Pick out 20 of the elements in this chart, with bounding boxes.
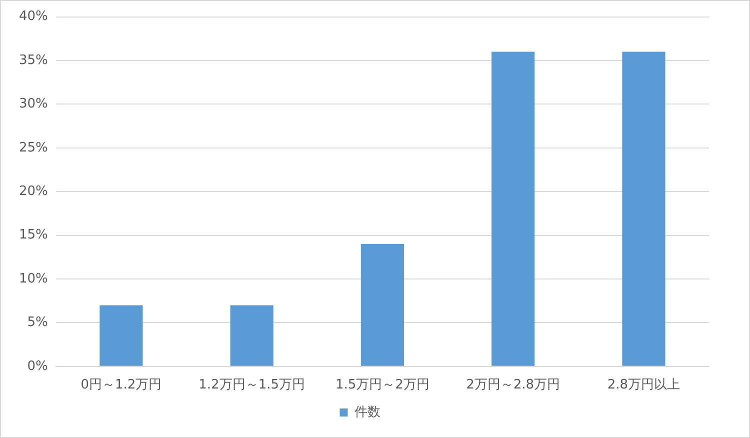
bar <box>360 244 404 366</box>
y-tick-label: 35% <box>18 52 48 68</box>
y-tick-label: 5% <box>27 315 48 330</box>
bar <box>492 52 535 366</box>
y-tick-label: 25% <box>18 140 48 156</box>
y-tick-label: 20% <box>18 184 48 199</box>
x-tick-label: 1.5万円～2万円 <box>335 378 430 393</box>
bar <box>100 305 143 366</box>
y-tick-label: 10% <box>18 271 48 286</box>
x-tick-label: 2万円～2.8万円 <box>466 378 560 393</box>
y-tick-label: 0% <box>27 358 48 374</box>
y-tick-label: 15% <box>18 228 48 243</box>
bar <box>622 52 666 366</box>
x-tick-label: 1.2万円～1.5万円 <box>198 378 306 393</box>
y-tick-label: 30% <box>18 96 48 112</box>
legend-label: 件数 <box>354 404 380 420</box>
x-tick-label: 0円～1.2万円 <box>80 378 162 393</box>
y-tick-label: 40% <box>18 9 48 24</box>
x-tick-label: 2.8万円以上 <box>607 378 680 393</box>
bar <box>230 305 274 366</box>
